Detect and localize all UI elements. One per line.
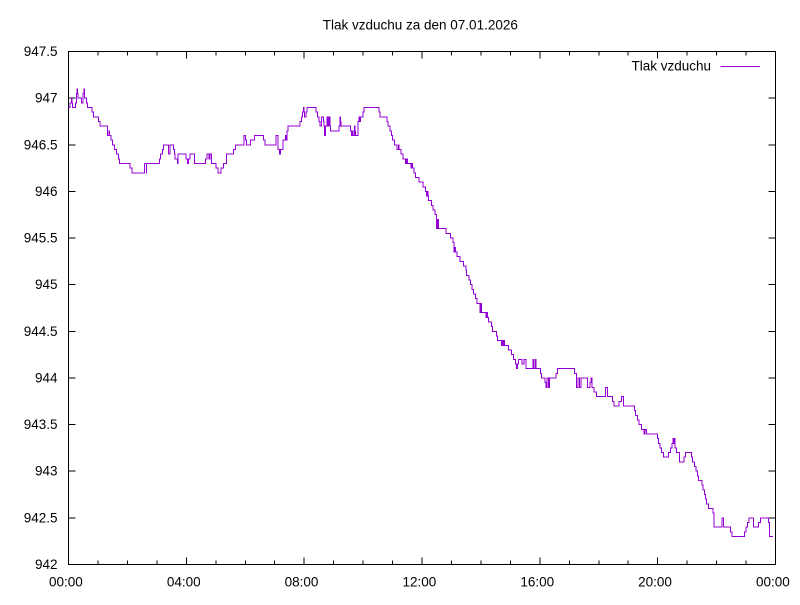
svg-text:943.5: 943.5: [24, 417, 58, 432]
svg-text:944: 944: [35, 370, 58, 385]
svg-text:947: 947: [35, 91, 58, 106]
svg-text:04:00: 04:00: [167, 575, 201, 590]
svg-text:12:00: 12:00: [403, 575, 437, 590]
svg-text:946: 946: [35, 184, 58, 199]
svg-text:946.5: 946.5: [24, 137, 58, 152]
svg-text:945: 945: [35, 277, 58, 292]
svg-text:16:00: 16:00: [520, 575, 554, 590]
svg-text:942: 942: [35, 557, 58, 572]
svg-text:00:00: 00:00: [49, 575, 83, 590]
svg-text:Tlak vzduchu: Tlak vzduchu: [631, 59, 711, 74]
svg-text:945.5: 945.5: [24, 231, 58, 246]
svg-text:00:00: 00:00: [756, 575, 790, 590]
svg-text:942.5: 942.5: [24, 510, 58, 525]
svg-text:20:00: 20:00: [638, 575, 672, 590]
svg-text:Tlak vzduchu za den 07.01.2026: Tlak vzduchu za den 07.01.2026: [323, 18, 518, 33]
svg-text:943: 943: [35, 464, 58, 479]
svg-text:944.5: 944.5: [24, 324, 58, 339]
svg-text:947.5: 947.5: [24, 44, 58, 59]
svg-text:08:00: 08:00: [285, 575, 319, 590]
